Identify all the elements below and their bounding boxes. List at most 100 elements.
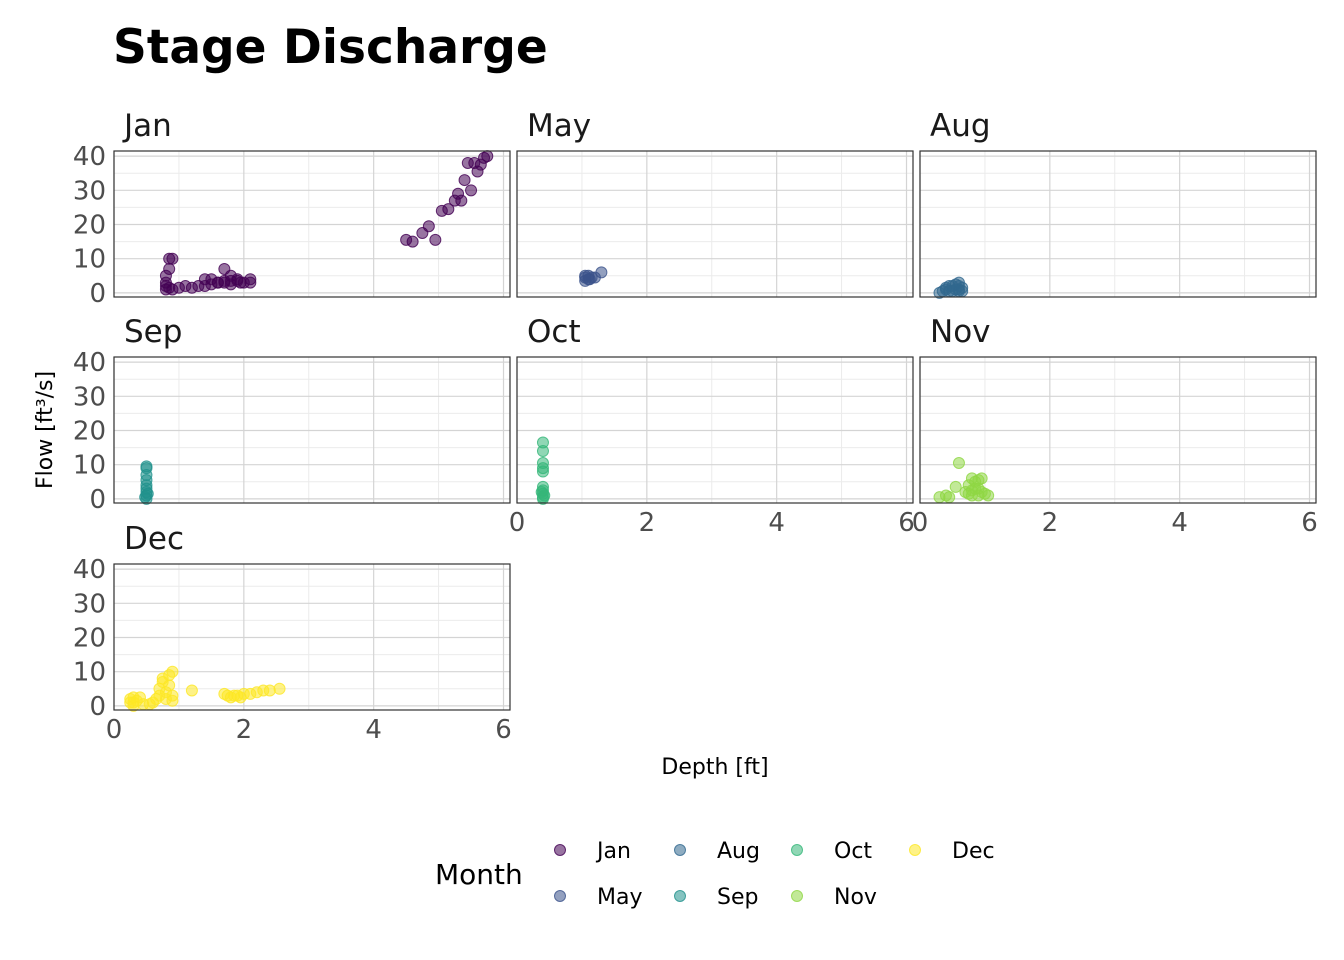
y-tick-label: 30 <box>73 382 106 412</box>
x-tick-label: 0 <box>509 508 526 538</box>
x-tick-label: 2 <box>236 715 253 745</box>
data-point <box>234 691 247 704</box>
data-point <box>458 174 471 187</box>
legend-key <box>554 844 566 856</box>
y-tick-label: 30 <box>73 176 106 206</box>
y-tick-label: 20 <box>73 417 106 447</box>
data-point <box>949 480 962 493</box>
facet-strip-label: May <box>527 108 591 144</box>
data-point <box>952 456 965 469</box>
data-point <box>406 235 419 248</box>
panel-border <box>919 356 1317 504</box>
data-point <box>582 273 595 286</box>
data-point <box>166 252 179 265</box>
y-axis-label: Flow [ft³/s] <box>33 371 58 489</box>
data-point <box>234 276 247 289</box>
data-point <box>442 203 455 216</box>
y-tick-label: 40 <box>73 555 106 585</box>
panel-border <box>113 356 511 504</box>
data-point <box>422 220 435 233</box>
data-point <box>535 486 548 499</box>
legend-key <box>554 890 566 902</box>
data-point <box>141 487 154 500</box>
y-tick-label: 0 <box>89 692 106 722</box>
legend-key <box>791 844 803 856</box>
y-tick-label: 10 <box>73 451 106 481</box>
panel-border <box>113 150 511 298</box>
x-tick-label: 6 <box>495 715 512 745</box>
legend-item-jan: Jan <box>554 839 631 864</box>
facet-strip-label: Aug <box>930 108 991 144</box>
data-point <box>166 665 179 678</box>
legend-title: Month <box>435 858 523 891</box>
facet-panel-aug: Aug <box>919 108 1317 299</box>
data-point <box>595 266 608 279</box>
panel-border <box>113 563 511 711</box>
data-point <box>163 262 176 275</box>
legend-item-nov: Nov <box>791 885 877 910</box>
data-point <box>465 184 478 197</box>
x-tick-label: 2 <box>1042 508 1059 538</box>
facet-strip-label: Dec <box>124 521 184 557</box>
x-axis-label: Depth [ft] <box>661 755 768 780</box>
legend-key <box>674 844 686 856</box>
x-tick-label: 0 <box>912 508 929 538</box>
legend-key <box>674 890 686 902</box>
facet-panel-nov: Nov 0 2 4 6 <box>912 314 1318 538</box>
y-tick-label: 40 <box>73 142 106 172</box>
data-point <box>185 684 198 697</box>
facet-panel-jan: Jan 0 10 20 30 40 <box>73 108 511 309</box>
legend-item-oct: Oct <box>791 839 872 864</box>
data-point <box>943 491 956 504</box>
facet-panel-oct: Oct 0 2 4 6 <box>509 314 915 538</box>
data-point <box>140 460 153 473</box>
facet-strip-label: Nov <box>930 314 991 350</box>
data-point <box>481 150 494 163</box>
legend-label: Sep <box>717 885 758 910</box>
legend-key <box>791 890 803 902</box>
data-point <box>943 285 956 298</box>
legend-label: Nov <box>834 885 877 910</box>
x-tick-label: 4 <box>768 508 785 538</box>
panel-border <box>516 150 914 298</box>
legend-item-dec: Dec <box>909 839 995 864</box>
x-tick-label: 2 <box>639 508 656 538</box>
facet-strip-label: Oct <box>527 314 581 350</box>
data-point <box>975 472 988 485</box>
y-tick-label: 40 <box>73 348 106 378</box>
x-tick-label: 6 <box>1301 508 1318 538</box>
x-tick-label: 4 <box>1171 508 1188 538</box>
legend-key <box>909 844 921 856</box>
data-point <box>263 684 276 697</box>
x-tick-label: 6 <box>898 508 915 538</box>
legend-label: Aug <box>717 839 760 864</box>
legend-item-may: May <box>554 885 642 910</box>
data-point <box>163 679 176 692</box>
facet-panel-may: May <box>516 108 914 298</box>
x-tick-label: 0 <box>106 715 123 745</box>
legend-label: Dec <box>952 839 995 864</box>
data-point <box>536 445 549 458</box>
data-point <box>166 689 179 702</box>
facet-strip-label: Jan <box>122 108 172 144</box>
data-point <box>273 682 286 695</box>
panel-border <box>516 356 914 504</box>
legend-label: May <box>597 885 642 910</box>
data-point <box>429 233 442 246</box>
legend: Month Jan May Aug Sep Oct Nov Dec <box>435 839 995 910</box>
x-tick-label: 4 <box>365 715 382 745</box>
y-tick-label: 30 <box>73 589 106 619</box>
facet-strip-label: Sep <box>124 314 182 350</box>
chart-title: Stage Discharge <box>113 20 548 75</box>
y-tick-label: 20 <box>73 211 106 241</box>
panel-border <box>919 150 1317 298</box>
data-point <box>218 687 231 700</box>
y-tick-label: 10 <box>73 658 106 688</box>
data-point <box>536 465 549 478</box>
data-point <box>956 285 969 298</box>
legend-item-sep: Sep <box>674 885 758 910</box>
legend-label: Jan <box>595 839 631 864</box>
